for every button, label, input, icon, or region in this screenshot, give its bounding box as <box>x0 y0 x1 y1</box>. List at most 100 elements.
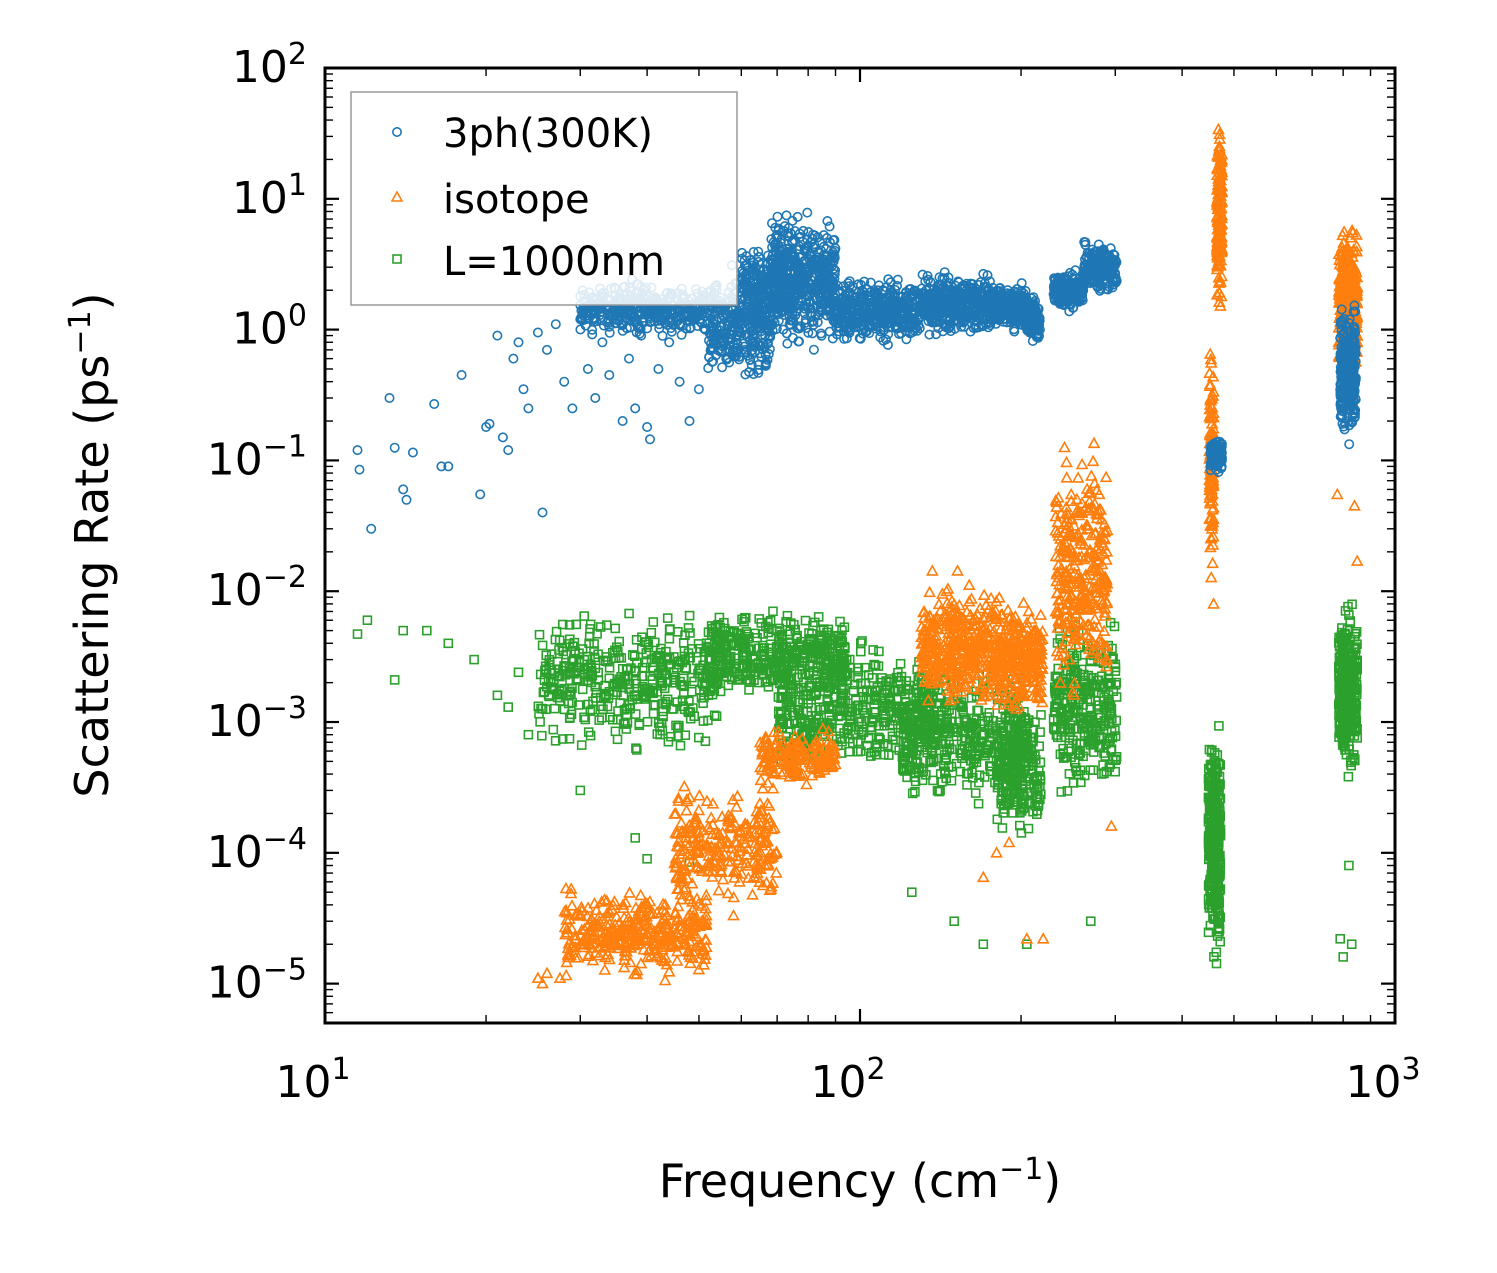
data-point <box>595 622 606 632</box>
data-point <box>664 633 675 644</box>
data-point <box>896 671 907 682</box>
data-point <box>802 707 813 717</box>
data-point <box>513 667 524 678</box>
data-point <box>781 616 791 627</box>
plot-points <box>352 122 1364 989</box>
data-point <box>615 698 625 708</box>
data-point <box>793 697 804 708</box>
data-point <box>669 674 679 685</box>
data-point <box>879 749 889 760</box>
data-point <box>503 702 514 712</box>
data-point <box>1086 916 1096 927</box>
data-point <box>587 704 598 715</box>
data-point <box>686 686 697 697</box>
data-point <box>1338 952 1348 962</box>
data-point <box>700 681 710 692</box>
data-point <box>604 662 615 673</box>
data-point <box>761 665 772 676</box>
data-point <box>610 623 621 634</box>
data-point <box>577 644 588 654</box>
data-point <box>660 696 671 707</box>
data-point <box>740 643 751 654</box>
data-point <box>895 658 906 669</box>
data-point <box>577 684 588 695</box>
data-point <box>835 635 846 645</box>
data-point <box>538 687 549 698</box>
data-point <box>647 675 658 685</box>
data-point <box>798 677 809 688</box>
data-point <box>653 718 664 728</box>
data-point <box>757 640 768 651</box>
data-point <box>637 681 648 692</box>
data-point <box>808 648 819 659</box>
data-point <box>642 853 652 864</box>
data-point <box>723 666 734 676</box>
data-point <box>598 655 609 666</box>
data-point <box>590 681 601 692</box>
data-point <box>612 734 623 745</box>
data-point <box>794 657 805 668</box>
data-point <box>583 663 594 674</box>
data-point <box>739 616 749 627</box>
data-point <box>564 634 575 645</box>
data-point <box>835 616 845 627</box>
data-point <box>1344 860 1354 871</box>
data-point <box>744 685 754 695</box>
data-point <box>884 720 895 731</box>
data-point <box>657 667 667 678</box>
data-point <box>655 729 665 740</box>
data-point <box>549 703 560 714</box>
data-point <box>585 706 596 717</box>
data-point <box>870 660 881 671</box>
data-point <box>733 674 744 684</box>
data-point <box>579 712 589 723</box>
data-point <box>624 608 634 619</box>
data-point <box>421 625 432 636</box>
data-point <box>649 637 660 648</box>
data-point <box>868 712 879 723</box>
data-point <box>622 703 632 714</box>
data-point <box>550 735 561 746</box>
data-point <box>721 647 732 657</box>
data-point <box>548 724 559 735</box>
data-point <box>749 675 759 686</box>
data-point <box>698 716 709 726</box>
data-point <box>738 638 749 649</box>
data-point <box>713 632 724 643</box>
data-point <box>631 634 642 645</box>
data-point <box>862 740 873 751</box>
data-point <box>1335 933 1345 944</box>
data-point <box>585 624 595 634</box>
data-point <box>824 702 835 713</box>
data-point <box>795 717 806 727</box>
data-point <box>776 629 787 640</box>
data-point <box>823 630 833 641</box>
data-point <box>711 634 722 645</box>
data-point <box>685 628 695 638</box>
data-point <box>662 613 673 623</box>
data-point <box>619 672 630 682</box>
data-point <box>857 687 868 698</box>
data-point <box>652 687 663 697</box>
data-point <box>725 626 736 637</box>
data-point <box>582 675 593 686</box>
data-point <box>555 696 565 706</box>
data-point <box>646 627 657 638</box>
data-point <box>534 629 545 640</box>
data-point <box>868 645 879 655</box>
data-point <box>797 648 808 659</box>
data-point <box>600 680 610 691</box>
data-point <box>750 654 761 665</box>
data-point <box>582 651 593 662</box>
data-point <box>813 714 824 725</box>
data-point <box>847 738 858 748</box>
data-point <box>703 690 714 701</box>
data-point <box>631 743 641 754</box>
data-point <box>540 704 551 715</box>
data-point <box>629 651 640 662</box>
data-point <box>643 642 654 653</box>
data-point <box>666 731 676 742</box>
data-point <box>1021 939 1032 950</box>
data-point <box>469 654 479 665</box>
